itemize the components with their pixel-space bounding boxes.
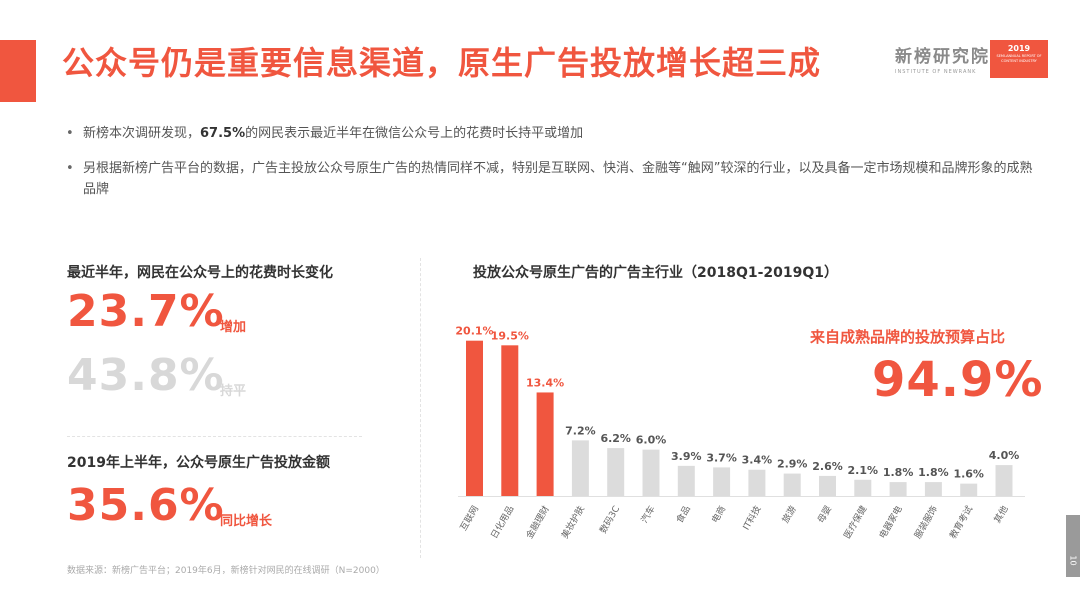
category-label: 美妆护肤 [559,504,587,541]
category-label: 电商 [709,504,728,526]
bar-value-label: 7.2% [565,424,596,437]
bullet-text: 新榜本次调研发现， [83,126,201,141]
bullet-text: 另根据新榜广告平台的数据，广告主投放公众号原生广告的热情同样不减，特别是互联网、… [83,161,1033,197]
bar-value-label: 1.8% [883,466,914,479]
bar-3 [571,440,589,496]
ad-spend-heading: 2019年上半年，公众号原生广告投放金额 [67,455,330,471]
bar-value-label: 1.8% [918,466,949,479]
category-label: 医疗保健 [841,504,869,541]
category-label: 数码3C [597,504,622,536]
category-label: 母婴 [816,504,835,525]
data-source: 数据来源：新榜广告平台；2019年6月，新榜针对网民的在线调研（N=2000） [67,566,385,576]
stat-growth-value: 35.6% [67,480,225,531]
bar-value-label: 2.1% [848,464,879,477]
mature-brand-label: 来自成熟品牌的投放预算占比 [810,328,1006,346]
chart-title: 投放公众号原生广告的广告主行业（2018Q1-2019Q1） [473,265,839,281]
column-divider [420,258,421,558]
bar-8 [748,469,766,496]
page-number: 10 [1068,555,1078,566]
bar-10 [819,475,836,496]
category-label: 日化用品 [488,504,516,541]
bar-2 [536,392,554,496]
bar-value-label: 4.0% [989,449,1020,462]
bar-value-label: 3.9% [671,450,702,463]
category-label: 教育考试 [947,504,975,541]
stat-increase-value: 23.7% [67,286,225,337]
bar-6 [677,465,695,496]
bar-value-label: 20.1% [455,325,493,338]
bullet-item: 另根据新榜广告平台的数据，广告主投放公众号原生广告的热情同样不减，特别是互联网、… [66,158,1041,200]
bar-value-label: 13.4% [526,376,564,389]
section-divider [67,436,362,437]
bar-13 [924,482,942,496]
report-year: 2019 [1007,44,1031,53]
mature-brand-value: 94.9% [872,352,1044,408]
bullet-list: 新榜本次调研发现，67.5%的网民表示最近半年在微信公众号上的花费时长持平或增加… [66,123,1041,214]
newrank-logo: 新榜研究院 INSTITUTE OF NEWRANK [895,42,990,75]
category-label: 电器家电 [876,504,904,541]
bar-value-label: 2.6% [812,460,843,473]
category-label: IT科技 [740,504,763,533]
logo-subtitle: INSTITUTE OF NEWRANK [895,69,977,75]
bar-value-label: 1.6% [953,468,984,481]
stat-flat-value: 43.8% [67,350,225,401]
bar-15 [995,465,1013,496]
industry-bar-chart: 20.1% 互联网 19.5% 日化用品 13.4% 金融理财 7.2% 美妆护肤 6.2% 数码… [455,325,1025,541]
bar-value-label: 3.7% [706,451,737,464]
bar-0 [466,340,483,496]
bullet-text: 的网民表示最近半年在微信公众号上的花费时长持平或增加 [245,126,584,141]
category-label: 互联网 [458,504,481,533]
stat-flat-label: 持平 [220,384,247,399]
title-accent-block [0,40,36,102]
bar-value-label: 2.9% [777,458,808,471]
bullet-item: 新榜本次调研发现，67.5%的网民表示最近半年在微信公众号上的花费时长持平或增加 [66,123,1041,144]
category-label: 金融理财 [523,504,551,541]
report-subtitle: SEMI-ANNUAL REPORT OF CONTENT INDUSTRY [996,54,1042,63]
bar-1 [501,345,519,496]
bar-5 [642,449,660,496]
bar-9 [783,473,801,496]
bar-value-label: 6.2% [600,432,631,445]
page-title: 公众号仍是重要信息渠道，原生广告投放增长超三成 [62,44,822,82]
bar-value-label: 19.5% [491,329,529,342]
bar-value-label: 3.4% [742,454,773,467]
stat-growth-label: 同比增长 [220,514,273,529]
logo-name: 新榜研究院 [895,47,990,67]
category-label: 汽车 [638,504,657,526]
time-change-heading: 最近半年，网民在公众号上的花费时长变化 [67,265,333,281]
stat-increase-label: 增加 [220,320,247,335]
bullet-highlight: 67.5% [200,126,246,141]
bar-12 [889,482,907,496]
bar-11 [854,479,872,496]
category-label: 食品 [673,504,692,526]
bar-14 [960,483,978,496]
category-label: 服装服饰 [912,504,940,541]
page-tab [1066,515,1080,577]
report-badge: 2019 SEMI-ANNUAL REPORT OF CONTENT INDUS… [990,40,1048,78]
category-label: 旅游 [779,504,798,526]
bar-4 [607,448,625,496]
bar-value-label: 6.0% [636,434,667,447]
category-label: 其他 [991,504,1010,526]
bar-7 [713,467,731,496]
